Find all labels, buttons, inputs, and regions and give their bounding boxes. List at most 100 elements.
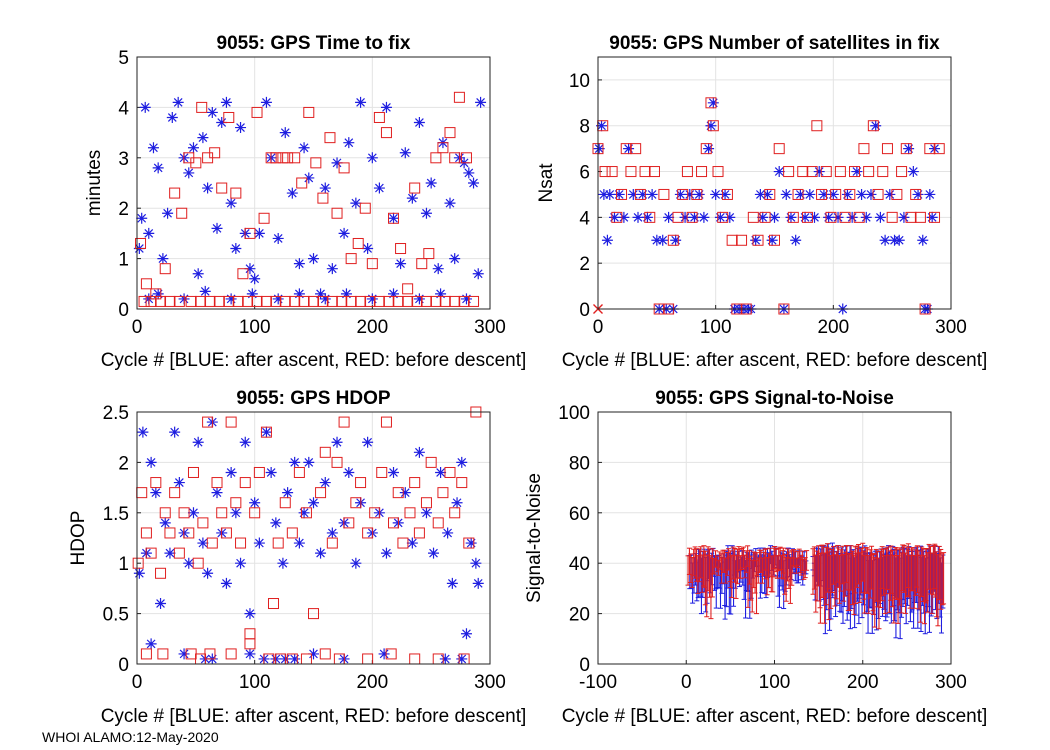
data-point-square <box>173 295 185 307</box>
y-tick-label: 80 <box>569 453 590 474</box>
data-point-star <box>406 192 418 204</box>
data-point-square <box>658 188 670 200</box>
data-point-square <box>373 295 385 307</box>
series-layer <box>685 542 947 640</box>
x-tick-label: 100 <box>239 317 271 338</box>
data-point-square <box>204 295 216 307</box>
data-point-square <box>331 207 343 219</box>
x-tick-label: 200 <box>356 672 388 693</box>
y-tick-label: 0 <box>579 300 590 321</box>
data-point-square <box>336 295 348 307</box>
data-point-square <box>187 466 199 478</box>
data-point-star <box>670 234 682 246</box>
data-point-star <box>137 426 149 438</box>
data-point-star <box>856 188 868 200</box>
data-point-square <box>759 211 771 223</box>
data-point-star <box>761 188 773 200</box>
data-point-star <box>465 537 477 549</box>
data-point-star <box>766 234 778 246</box>
x-tick-label: 300 <box>474 672 506 693</box>
data-point-star <box>362 243 374 255</box>
data-point-square <box>439 295 451 307</box>
data-point-square <box>402 295 414 307</box>
data-point-square <box>303 106 315 118</box>
data-point-star <box>456 456 468 468</box>
data-point-star <box>757 211 769 223</box>
data-point-square <box>331 456 343 468</box>
data-point-star <box>293 537 305 549</box>
data-point-star <box>608 211 620 223</box>
data-point-square <box>420 497 432 509</box>
data-point-star <box>428 547 440 559</box>
data-point-star <box>388 466 400 478</box>
data-point-square <box>620 143 632 155</box>
data-point-square <box>206 537 218 549</box>
data-point-star <box>202 182 214 194</box>
data-point-square <box>279 497 291 509</box>
data-point-star <box>202 567 214 579</box>
data-point-square <box>140 527 152 539</box>
data-point-star <box>164 547 176 559</box>
y-tick-label: 0.5 <box>103 605 129 626</box>
data-point-square <box>404 507 416 519</box>
data-point-star <box>442 527 454 539</box>
data-point-square <box>797 166 809 178</box>
data-point-star <box>286 187 298 199</box>
data-point-star <box>449 253 461 265</box>
data-point-square <box>830 188 842 200</box>
data-point-star <box>818 188 830 200</box>
data-point-square <box>736 234 748 246</box>
y-tick-label: 20 <box>569 605 590 626</box>
data-point-star <box>239 436 251 448</box>
data-point-square <box>769 234 780 246</box>
data-point-square <box>211 477 223 489</box>
axes-frame <box>136 56 491 310</box>
data-point-square <box>140 648 152 660</box>
data-point-star <box>326 527 338 539</box>
data-point-star <box>220 577 232 589</box>
data-point-square <box>195 295 207 307</box>
data-point-star <box>303 456 315 468</box>
data-point-star <box>225 197 237 209</box>
y-tick-label: 40 <box>569 554 590 575</box>
data-point-star <box>244 648 256 660</box>
data-point-square <box>463 537 475 549</box>
data-point-square <box>220 527 232 539</box>
data-point-square <box>253 466 265 478</box>
data-point-square <box>896 166 908 178</box>
data-point-square <box>343 517 355 529</box>
data-point-star <box>917 234 929 246</box>
chart-title: 9055: GPS Number of satellites in fix <box>609 33 940 54</box>
panel-hdop: 0 100 200 300 0 0.5 1 1.5 2 2.5 9055: GPS HDOP Cycl… <box>68 388 526 727</box>
data-point-star <box>657 234 669 246</box>
data-point-star <box>823 211 835 223</box>
data-point-star <box>475 96 487 108</box>
data-point-star <box>303 172 315 184</box>
data-point-square <box>672 211 684 223</box>
data-point-star <box>435 288 447 300</box>
y-tick-label: 2 <box>118 453 129 474</box>
data-point-square <box>717 211 729 223</box>
data-point-star <box>395 258 407 270</box>
data-point-square <box>820 166 832 178</box>
data-point-square <box>752 234 764 246</box>
x-axis-label: Cycle # [BLUE: after ascent, RED: before… <box>101 350 527 371</box>
data-point-star <box>139 101 151 113</box>
data-point-square <box>700 143 712 155</box>
data-point-square <box>886 211 898 223</box>
data-point-star <box>769 211 780 223</box>
data-point-square <box>169 487 181 499</box>
data-point-star <box>289 456 301 468</box>
data-point-star <box>865 188 877 200</box>
data-point-square <box>251 295 263 307</box>
data-point-star <box>446 577 458 589</box>
data-point-star <box>898 211 910 223</box>
data-point-square <box>900 143 912 155</box>
footer-label: WHOI ALAMO:12-May-2020 <box>42 729 219 745</box>
data-point-star <box>799 211 811 223</box>
data-point-star <box>860 211 872 223</box>
data-point-square <box>232 295 244 307</box>
data-point-square <box>910 188 922 200</box>
x-axis-label: Cycle # [BLUE: after ascent, RED: before… <box>562 350 988 371</box>
chart-title: 9055: GPS HDOP <box>236 388 390 409</box>
